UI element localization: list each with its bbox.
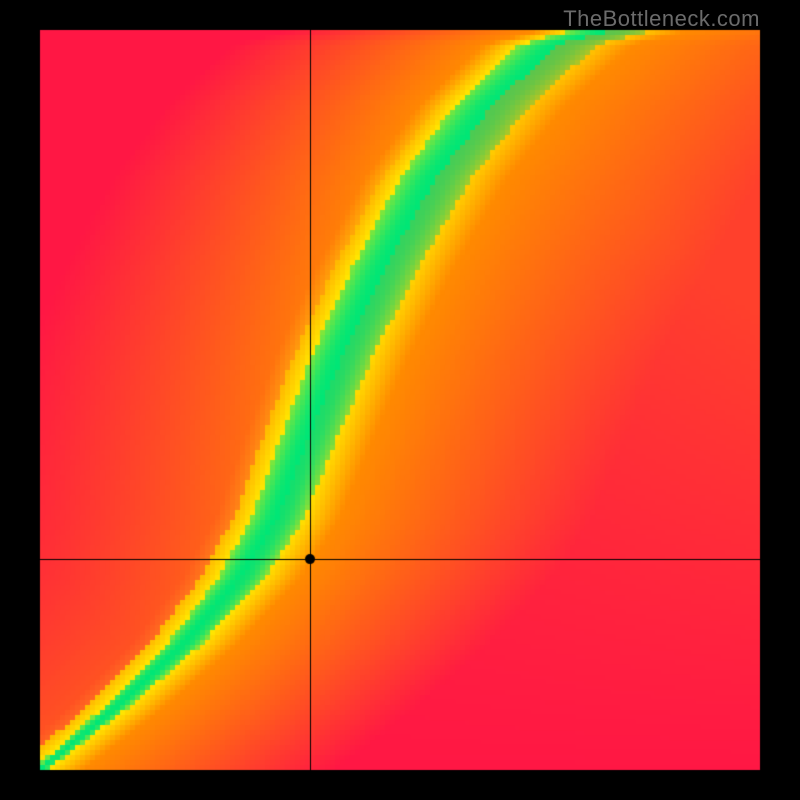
chart-container: TheBottleneck.com — [0, 0, 800, 800]
watermark-text: TheBottleneck.com — [563, 6, 760, 32]
bottleneck-heatmap — [0, 0, 800, 800]
